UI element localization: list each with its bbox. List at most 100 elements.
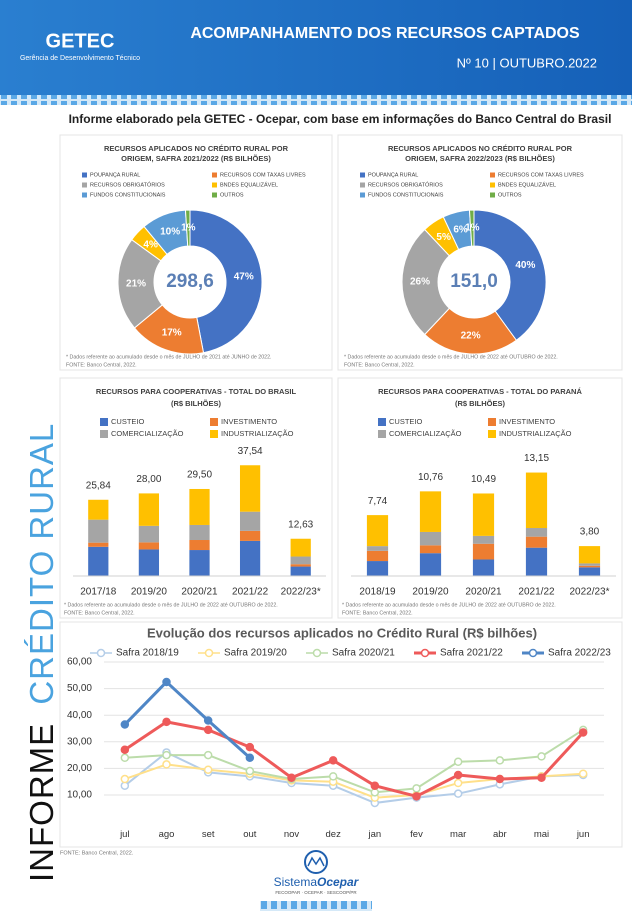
- logo: GETEC: [46, 30, 115, 52]
- bar-segment: [578, 567, 601, 576]
- legend-swatch: [490, 182, 495, 188]
- bar-segment: [138, 493, 160, 526]
- total-label: 25,84: [86, 480, 111, 491]
- point: [203, 765, 213, 774]
- legend-swatch: [490, 172, 495, 178]
- point: [203, 725, 213, 735]
- logo-icon: [307, 856, 325, 867]
- point: [537, 773, 546, 782]
- legend-label: POUPANÇA RURAL: [90, 172, 140, 178]
- note: * Dados referente ao acumulado desde o m…: [344, 354, 558, 360]
- note: FONTE: Banco Central, 2022.: [64, 610, 135, 616]
- bar-segment: [138, 542, 160, 550]
- legend-label: CUSTEIO: [111, 417, 145, 426]
- legend-label: INDUSTRIALIZAÇÃO: [499, 429, 572, 438]
- y-tick-label: 10,00: [67, 790, 92, 801]
- point: [453, 757, 463, 766]
- bar-segment: [88, 499, 109, 520]
- x-tick-label: jul: [119, 829, 130, 840]
- subtitle: Informe elaborado pela GETEC - Ocepar, c…: [69, 112, 612, 126]
- bar-segment: [189, 524, 210, 541]
- bar-segment: [290, 538, 311, 557]
- legend-label: COMERCIALIZAÇÃO: [111, 429, 184, 438]
- point: [537, 752, 546, 761]
- legend-swatch: [100, 418, 108, 426]
- bar-segment: [290, 564, 311, 567]
- legend-swatch: [488, 430, 496, 438]
- legend-swatch: [488, 418, 496, 426]
- total-label: 29,50: [187, 470, 212, 481]
- chart-title: RECURSOS PARA COOPERATIVAS - TOTAL DO BR…: [96, 387, 297, 396]
- bar-segment: [239, 540, 261, 576]
- y-tick-label: 50,00: [67, 683, 92, 694]
- bar-segment: [472, 559, 495, 576]
- legend-label: RECURSOS COM TAXAS LIVRES: [498, 172, 584, 178]
- total-label: 37,54: [238, 446, 263, 457]
- bar-segment: [419, 531, 442, 546]
- x-tick-label: 2017/18: [80, 587, 117, 598]
- legend-marker: [204, 648, 214, 658]
- data-label: 4%: [143, 240, 158, 251]
- chart-title: ORIGEM, SAFRA 2022/2023 (R$ BILHÕES): [405, 154, 555, 163]
- note: * Dados referente ao acumulado desde o m…: [64, 602, 278, 608]
- point: [412, 784, 421, 793]
- point: [120, 753, 130, 763]
- legend-label: POUPANÇA RURAL: [368, 172, 418, 178]
- point: [120, 720, 130, 729]
- legend-swatch: [212, 172, 217, 178]
- legend-marker: [96, 648, 106, 658]
- x-tick-label: mai: [534, 829, 549, 840]
- legend-label: INVESTIMENTO: [221, 417, 277, 426]
- bar-segment: [189, 540, 210, 551]
- chart-title: (R$ BILHÕES): [455, 399, 506, 408]
- bar-segment: [290, 556, 311, 565]
- y-tick-label: 20,00: [67, 763, 92, 774]
- x-tick-label: 2021/22: [232, 587, 269, 598]
- note: FONTE: Banco Central, 2022.: [342, 610, 413, 616]
- bar-segment: [239, 511, 261, 531]
- legend-swatch: [212, 182, 217, 188]
- series-line: [123, 680, 251, 759]
- y-tick-label: 40,00: [67, 710, 92, 721]
- point: [328, 772, 338, 781]
- issue: Nº 10 | OUTUBRO.2022: [457, 55, 597, 70]
- bar-segment: [138, 525, 160, 543]
- bar-segment: [525, 547, 548, 576]
- bar-segment: [578, 563, 601, 566]
- bar-segment: [525, 472, 548, 529]
- x-tick-label: 2022/23*: [281, 587, 321, 598]
- data-label: 5%: [436, 232, 451, 243]
- legend-swatch: [82, 172, 87, 178]
- legend-swatch: [210, 430, 218, 438]
- legend-label: Safra 2022/23: [548, 648, 611, 659]
- x-tick-label: jun: [576, 829, 590, 840]
- point: [412, 792, 421, 801]
- panel: [59, 621, 623, 848]
- data-label: 22%: [461, 331, 481, 342]
- legend-swatch: [378, 430, 386, 438]
- bar-segment: [578, 565, 601, 568]
- x-tick-label: 2021/22: [518, 587, 555, 598]
- legend-swatch: [360, 172, 365, 178]
- footer-logo: [304, 850, 328, 874]
- total-label: 7,74: [368, 496, 388, 507]
- x-tick-label: nov: [284, 829, 300, 840]
- data-label: 10%: [160, 226, 180, 237]
- legend-marker: [312, 648, 322, 658]
- bar-segment: [472, 493, 495, 536]
- x-tick-label: 2020/21: [465, 587, 502, 598]
- point: [495, 774, 505, 784]
- x-tick-label: 2022/23*: [569, 587, 609, 598]
- bar-segment: [366, 561, 389, 576]
- note: FONTE: Banco Central, 2022.: [344, 362, 415, 368]
- total-label: 3,80: [580, 527, 600, 538]
- bar-segment: [525, 536, 548, 548]
- legend-swatch: [360, 192, 365, 198]
- center-label: 298,6: [166, 271, 214, 292]
- point: [287, 773, 296, 782]
- bar-segment: [138, 549, 160, 576]
- bar-segment: [366, 515, 389, 547]
- footer-stripes: [260, 901, 372, 911]
- point: [120, 774, 130, 784]
- bar-segment: [472, 535, 495, 544]
